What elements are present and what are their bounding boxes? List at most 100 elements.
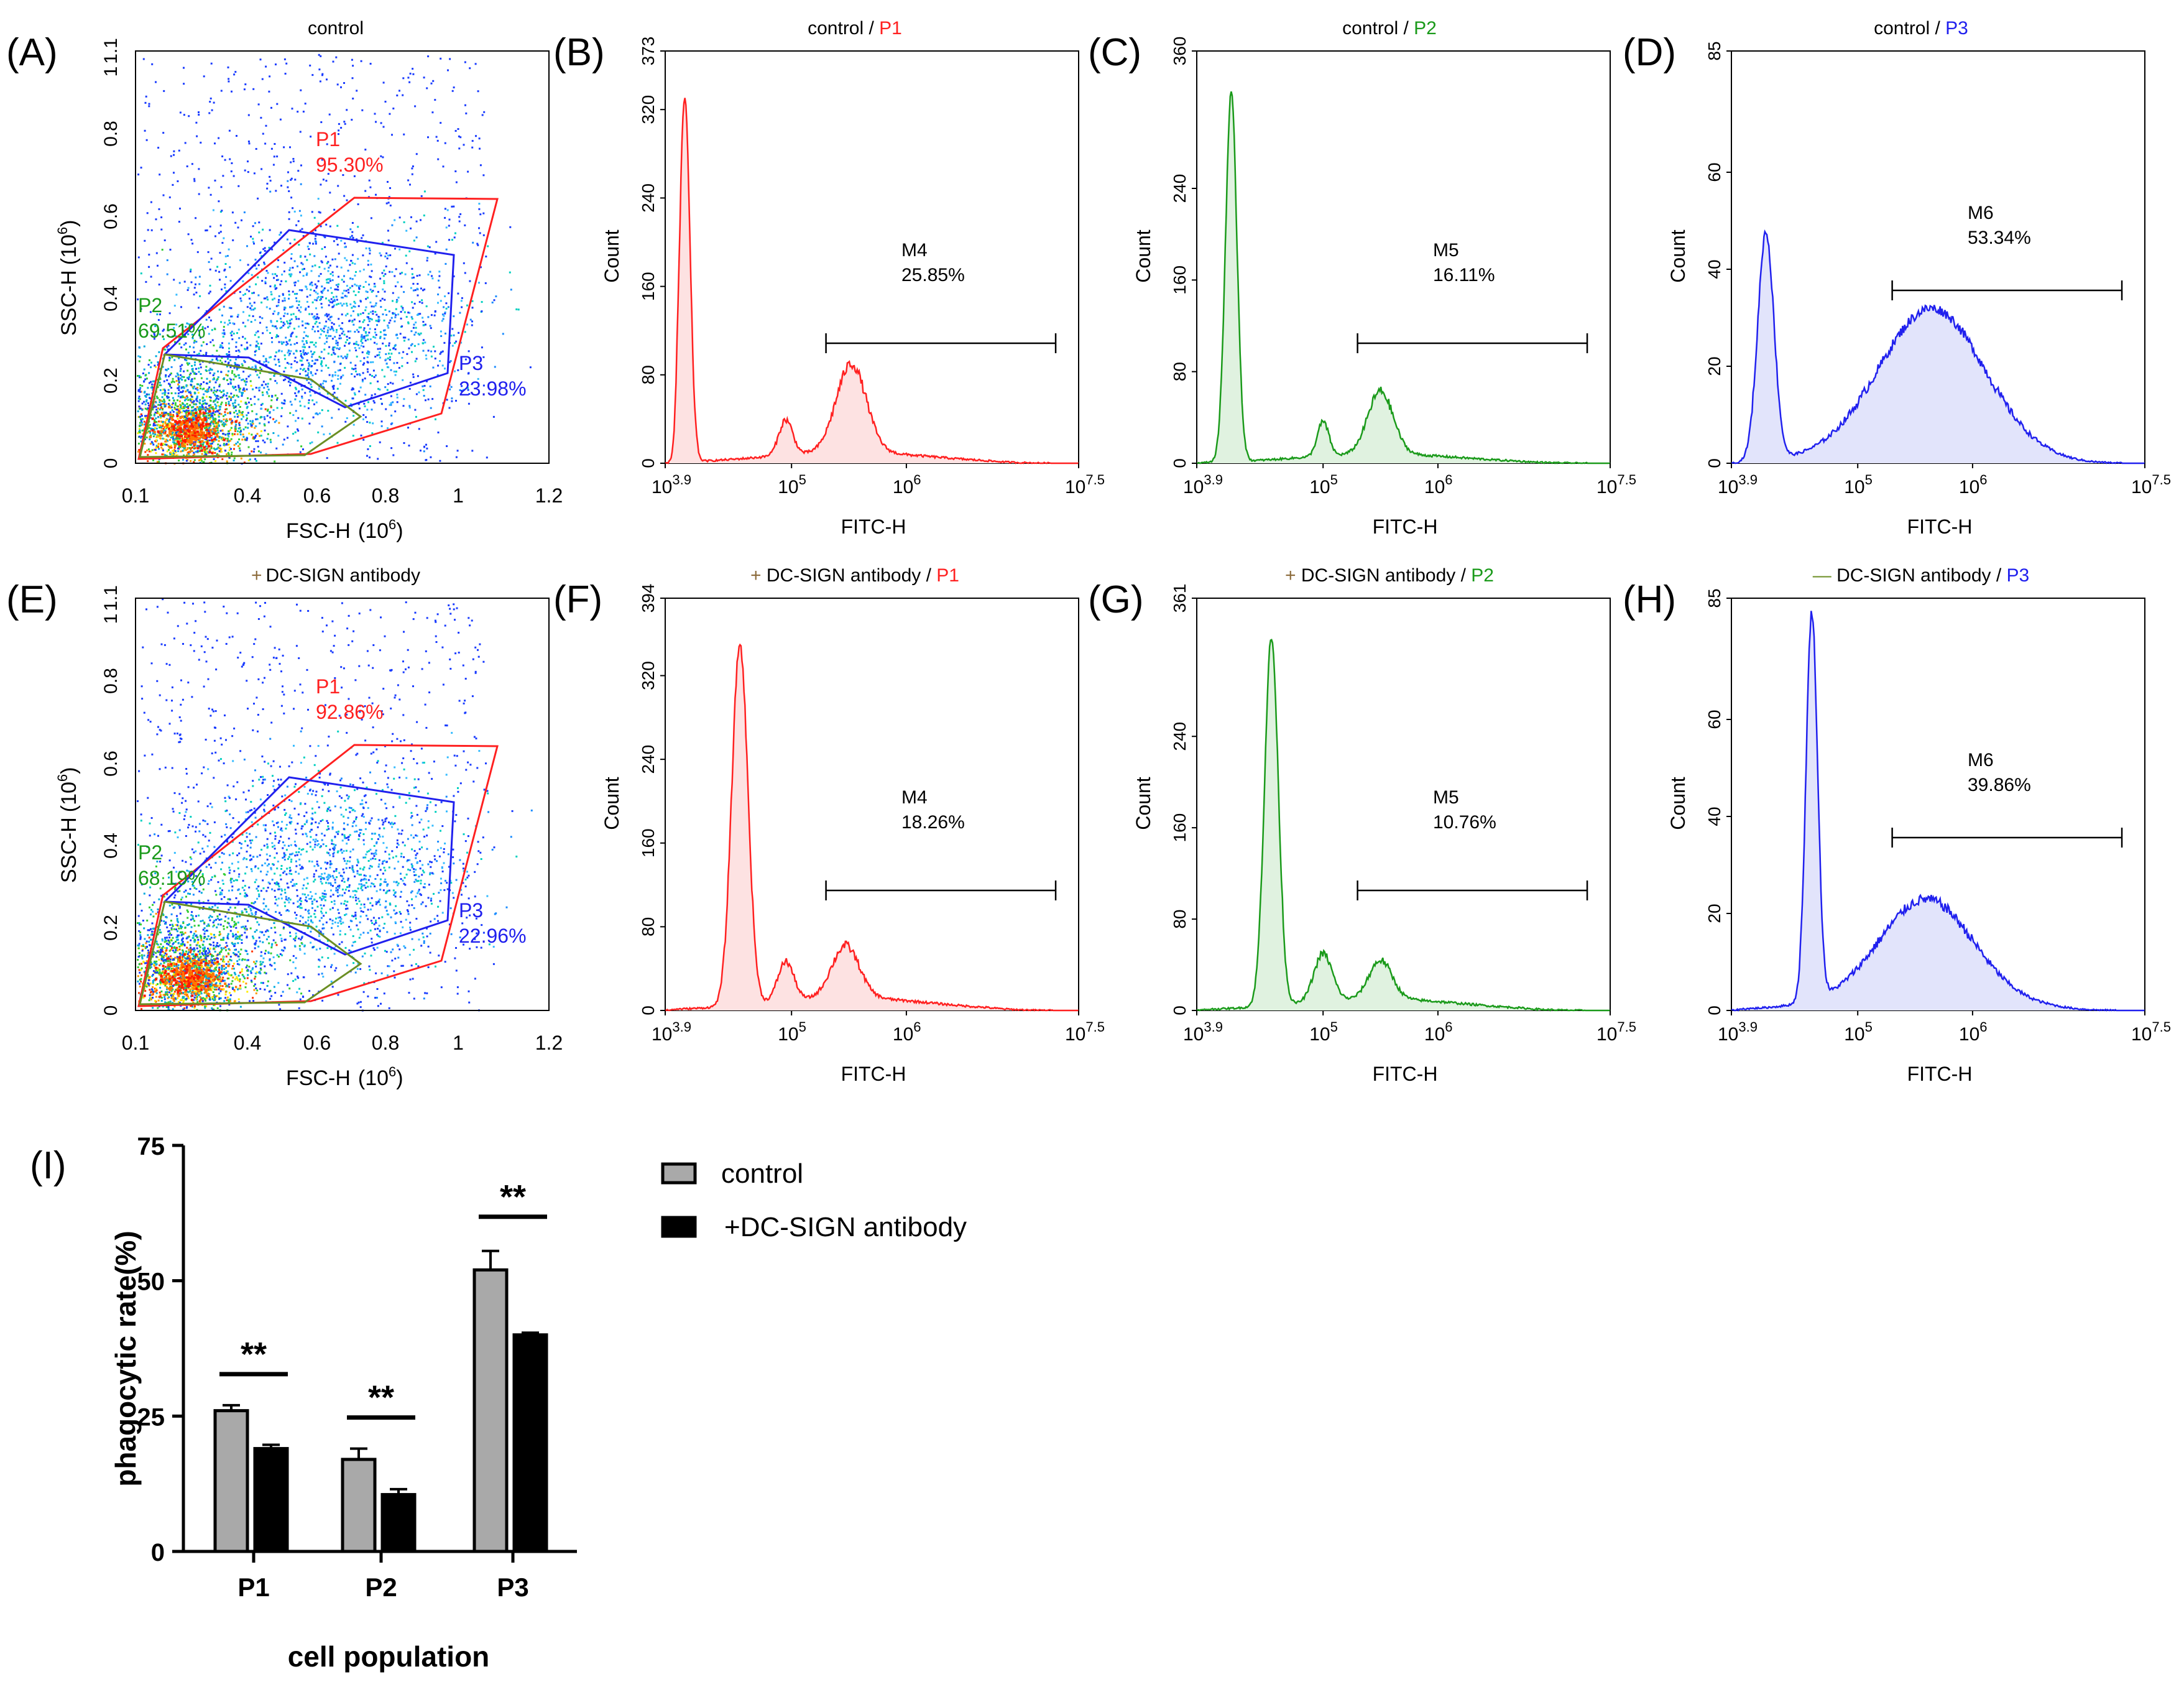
scatter-point — [289, 382, 292, 384]
scatter-point — [152, 443, 155, 446]
scatter-point — [158, 351, 160, 353]
scatter-point — [226, 354, 229, 357]
scatter-point — [374, 356, 377, 358]
scatter-point — [412, 373, 415, 376]
scatter-point — [210, 62, 213, 65]
scatter-point — [164, 404, 166, 406]
scatter-point — [183, 983, 186, 986]
scatter-point — [418, 333, 421, 336]
scatter-point — [196, 450, 199, 452]
scatter-point — [328, 282, 329, 284]
scatter-point — [431, 277, 434, 280]
scatter-point — [341, 328, 343, 330]
scatter-point — [208, 995, 211, 997]
scatter-point — [243, 380, 246, 382]
scatter-point — [354, 305, 356, 308]
scatter-point — [275, 334, 278, 336]
scatter-point — [382, 275, 385, 277]
scatter-point — [199, 951, 201, 953]
scatter-point — [363, 327, 366, 330]
scatter-point — [315, 234, 317, 237]
scatter-point — [170, 997, 173, 999]
scatter-point — [231, 434, 234, 437]
scatter-point — [269, 438, 272, 441]
scatter-point — [414, 105, 417, 108]
scatter-point — [319, 211, 321, 214]
scatter-point — [172, 432, 174, 434]
scatter-point — [272, 325, 274, 327]
scatter-point — [246, 417, 248, 420]
scatter-point — [372, 400, 375, 402]
scatter-point — [335, 340, 338, 342]
scatter-point — [395, 371, 397, 373]
scatter-point — [324, 236, 326, 239]
scatter-point — [191, 963, 194, 965]
scatter-point — [185, 412, 187, 414]
scatter-point — [311, 399, 314, 402]
scatter-point — [441, 350, 444, 353]
scatter-point — [224, 993, 227, 996]
scatter-point — [354, 274, 356, 277]
scatter-point — [256, 433, 259, 435]
scatter-point — [380, 122, 382, 124]
scatter-point — [195, 283, 196, 285]
scatter-point — [258, 221, 260, 224]
scatter-point — [148, 450, 150, 453]
scatter-point — [226, 443, 228, 445]
scatter-point — [185, 348, 187, 351]
scatter-point — [314, 322, 316, 325]
scatter-point — [182, 410, 185, 412]
scatter-point — [412, 282, 415, 285]
scatter-point — [246, 407, 248, 409]
scatter-point — [198, 401, 201, 404]
scatter-point — [288, 297, 290, 300]
gate-p1-pct: 95.30% — [316, 154, 384, 176]
scatter-point — [190, 417, 192, 420]
scatter-point — [320, 333, 322, 336]
scatter-point — [317, 280, 320, 282]
scatter-point — [290, 257, 292, 260]
scatter-point — [272, 273, 274, 275]
scatter-point — [380, 306, 382, 308]
scatter-point — [205, 453, 208, 456]
scatter-point — [349, 264, 351, 266]
scatter-point — [172, 435, 175, 438]
scatter-point — [293, 378, 295, 381]
scatter-point — [255, 992, 257, 994]
scatter-point — [140, 440, 142, 443]
scatter-point — [372, 369, 375, 372]
scatter-point — [183, 335, 186, 337]
scatter-point — [228, 440, 230, 443]
scatter-point — [301, 320, 303, 323]
scatter-point — [215, 954, 218, 957]
scatter-point — [301, 388, 303, 391]
scatter-point — [401, 325, 403, 328]
scatter-point — [223, 443, 225, 445]
scatter-point — [396, 362, 399, 364]
scatter-point — [346, 259, 348, 262]
scatter-point — [210, 933, 212, 935]
scatter-point — [218, 440, 220, 442]
scatter-point — [422, 349, 425, 352]
scatter-point — [236, 430, 239, 432]
scatter-point — [198, 193, 200, 195]
scatter-point — [227, 363, 229, 365]
scatter-point — [326, 281, 328, 284]
scatter-point — [409, 72, 412, 75]
scatter-point — [281, 274, 283, 276]
scatter-point — [358, 326, 361, 329]
scatter-point — [165, 419, 167, 421]
scatter-point — [190, 948, 192, 951]
scatter-point — [195, 121, 198, 124]
scatter-point — [333, 304, 335, 307]
scatter-point — [230, 392, 233, 395]
scatter-point — [209, 290, 211, 293]
scatter-point — [168, 966, 170, 969]
scatter-point — [254, 307, 256, 310]
scatter-point — [241, 219, 242, 221]
scatter-point — [333, 208, 336, 211]
scatter-point — [354, 376, 356, 378]
scatter-point — [423, 446, 425, 448]
scatter-point — [173, 1005, 176, 1008]
scatter-point — [290, 177, 293, 180]
